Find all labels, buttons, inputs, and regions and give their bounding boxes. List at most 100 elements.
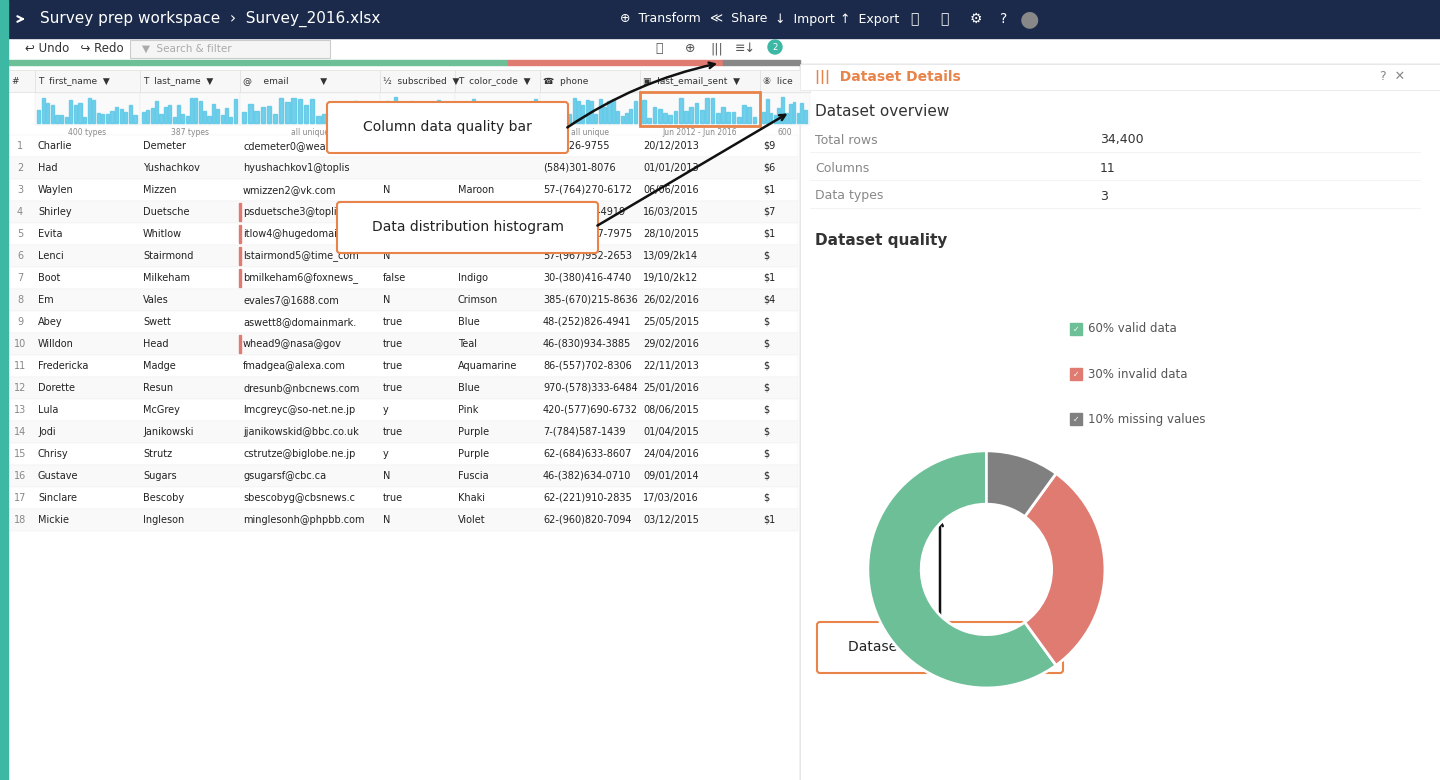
Text: 7: 7 (17, 273, 23, 283)
Text: N: N (383, 251, 390, 261)
Text: 385-(670)215-8636: 385-(670)215-8636 (543, 295, 638, 305)
Bar (413, 103, 416, 123)
Text: 28/10/2015: 28/10/2015 (644, 229, 698, 239)
Text: Crimson: Crimson (458, 207, 498, 217)
Text: 15: 15 (14, 449, 26, 459)
Text: aswett8@domainmark.: aswett8@domainmark. (243, 317, 356, 327)
Bar (769, 113, 772, 123)
Bar (577, 101, 580, 123)
Bar (418, 103, 420, 123)
Text: 400 types: 400 types (69, 128, 107, 137)
FancyBboxPatch shape (816, 622, 1063, 673)
Text: true: true (383, 361, 403, 371)
Bar (550, 102, 554, 123)
Bar (88, 98, 91, 123)
Text: 29/02/2016: 29/02/2016 (644, 339, 698, 349)
Text: 30-(380)416-4740: 30-(380)416-4740 (543, 273, 631, 283)
Text: $: $ (763, 471, 769, 481)
Bar (465, 103, 468, 123)
Bar (328, 117, 333, 123)
Text: 387 types: 387 types (171, 128, 209, 137)
Bar (107, 114, 109, 123)
Bar (639, 92, 760, 126)
Bar (639, 93, 760, 125)
Bar (721, 108, 724, 123)
Text: 57-(764)270-6172: 57-(764)270-6172 (543, 185, 632, 195)
Text: 18: 18 (14, 515, 26, 525)
Text: false: false (383, 273, 406, 283)
Bar (393, 98, 396, 123)
Bar (60, 115, 63, 123)
Text: $1: $1 (763, 273, 775, 283)
Text: Yushachkov: Yushachkov (143, 163, 200, 173)
Bar (780, 98, 783, 123)
Text: Jodi: Jodi (37, 427, 56, 437)
Bar (9, 311, 798, 333)
Text: Dataset quality: Dataset quality (815, 232, 948, 247)
Bar (194, 98, 197, 123)
Text: 11: 11 (14, 361, 26, 371)
Text: 5: 5 (17, 229, 23, 239)
Text: Sugars: Sugars (143, 471, 177, 481)
Text: $: $ (763, 383, 769, 393)
Text: 24 types: 24 types (481, 128, 514, 137)
Text: ⊕  Transform: ⊕ Transform (621, 12, 701, 26)
Bar (500, 108, 503, 123)
Text: $1: $1 (763, 229, 775, 239)
Text: McGrey: McGrey (143, 405, 180, 415)
Bar (785, 113, 788, 123)
Text: 20/12/2013: 20/12/2013 (644, 141, 698, 151)
Bar (449, 116, 452, 123)
Text: $: $ (763, 449, 769, 459)
Bar (455, 70, 540, 92)
Bar (441, 105, 444, 123)
Text: 86-(771)577-7975: 86-(771)577-7975 (543, 229, 632, 239)
Text: Had: Had (37, 163, 58, 173)
Bar (540, 70, 639, 92)
Bar (347, 112, 351, 123)
Bar (96, 113, 99, 123)
Bar (9, 399, 798, 421)
Text: 9: 9 (17, 317, 23, 327)
Text: 1: 1 (17, 141, 23, 151)
Bar (101, 114, 105, 123)
Bar (433, 115, 436, 123)
Bar (516, 115, 517, 123)
Bar (652, 107, 657, 123)
Text: @    email           ▼: @ email ▼ (243, 76, 327, 86)
Text: T  color_code  ▼: T color_code ▼ (458, 76, 530, 86)
Text: Charlie: Charlie (37, 141, 72, 151)
Text: 10: 10 (14, 339, 26, 349)
Bar (239, 225, 240, 243)
Bar (360, 111, 364, 123)
Bar (35, 70, 140, 92)
Bar (73, 105, 76, 123)
Text: Whitlow: Whitlow (143, 229, 181, 239)
Text: $: $ (763, 339, 769, 349)
Text: Dataset overview: Dataset overview (815, 105, 949, 119)
Text: Indigo: Indigo (458, 273, 488, 283)
Bar (240, 93, 380, 125)
Bar (639, 70, 760, 92)
Bar (9, 135, 798, 157)
Text: bmilkeham6@foxnews_: bmilkeham6@foxnews_ (243, 272, 359, 283)
Bar (753, 117, 756, 123)
Text: gsugarsf@cbc.ca: gsugarsf@cbc.ca (243, 471, 325, 481)
Text: Shirley: Shirley (37, 207, 72, 217)
Bar (789, 104, 792, 123)
Bar (225, 108, 228, 123)
Bar (599, 99, 602, 123)
Bar (220, 115, 223, 123)
Text: T  first_name  ▼: T first_name ▼ (37, 76, 109, 86)
Text: Strutz: Strutz (143, 449, 173, 459)
Text: Em: Em (37, 295, 53, 305)
Text: Waylen: Waylen (37, 185, 73, 195)
Text: 19/10/2k12: 19/10/2k12 (644, 273, 698, 283)
Text: ✓: ✓ (1073, 414, 1079, 424)
Bar (9, 157, 798, 179)
Text: 22/11/2013: 22/11/2013 (644, 361, 698, 371)
Point (1411, 147, 1428, 157)
Text: 6: 6 (17, 251, 23, 261)
Bar (726, 112, 730, 123)
Text: $: $ (763, 361, 769, 371)
